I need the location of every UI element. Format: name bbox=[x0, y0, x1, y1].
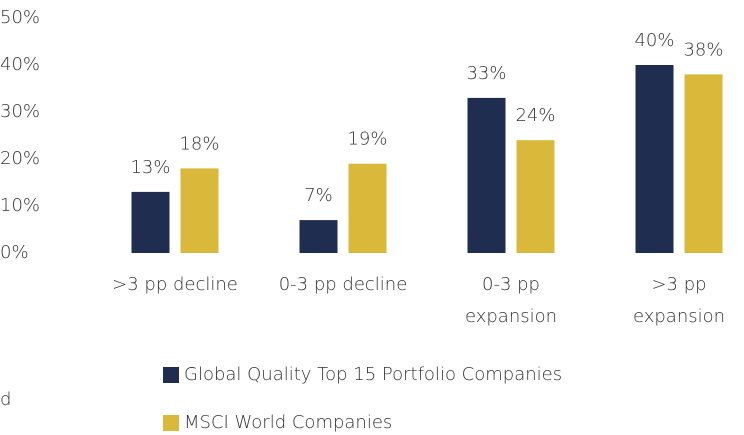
value-label: 24% bbox=[515, 105, 555, 126]
value-label: 13% bbox=[130, 157, 170, 178]
y-tick-label: 30% bbox=[0, 101, 40, 122]
legend-swatch bbox=[163, 367, 179, 383]
y-tick-label: 40% bbox=[0, 54, 40, 75]
bar bbox=[348, 163, 387, 253]
clipped-text: d bbox=[0, 389, 11, 410]
legend-label: MSCI World Companies bbox=[184, 412, 392, 433]
value-label: 18% bbox=[179, 133, 219, 154]
value-label: 40% bbox=[634, 30, 674, 51]
x-tick-label: 0-3 pp decline bbox=[279, 274, 408, 295]
bar bbox=[684, 74, 723, 254]
legend-label: Global Quality Top 15 Portfolio Companie… bbox=[184, 364, 562, 385]
value-label: 7% bbox=[304, 185, 333, 206]
value-label: 19% bbox=[347, 129, 387, 150]
y-tick-label: 10% bbox=[0, 195, 40, 216]
x-tick-label: >3 pp decline bbox=[112, 274, 238, 295]
legend-swatch bbox=[163, 415, 179, 431]
x-tick-label: 0-3 pp expansion bbox=[465, 274, 557, 327]
y-tick-label: 0% bbox=[0, 242, 29, 263]
x-tick-label: >3 pp expansion bbox=[633, 274, 725, 327]
value-label: 38% bbox=[683, 39, 723, 60]
y-tick-label: 50% bbox=[0, 7, 40, 28]
bar bbox=[635, 65, 674, 253]
bar bbox=[180, 168, 219, 253]
bar bbox=[516, 140, 555, 253]
bar bbox=[131, 191, 170, 253]
bar bbox=[467, 97, 506, 254]
y-tick-label: 20% bbox=[0, 148, 40, 169]
value-label: 33% bbox=[466, 63, 506, 84]
bar bbox=[299, 220, 338, 253]
